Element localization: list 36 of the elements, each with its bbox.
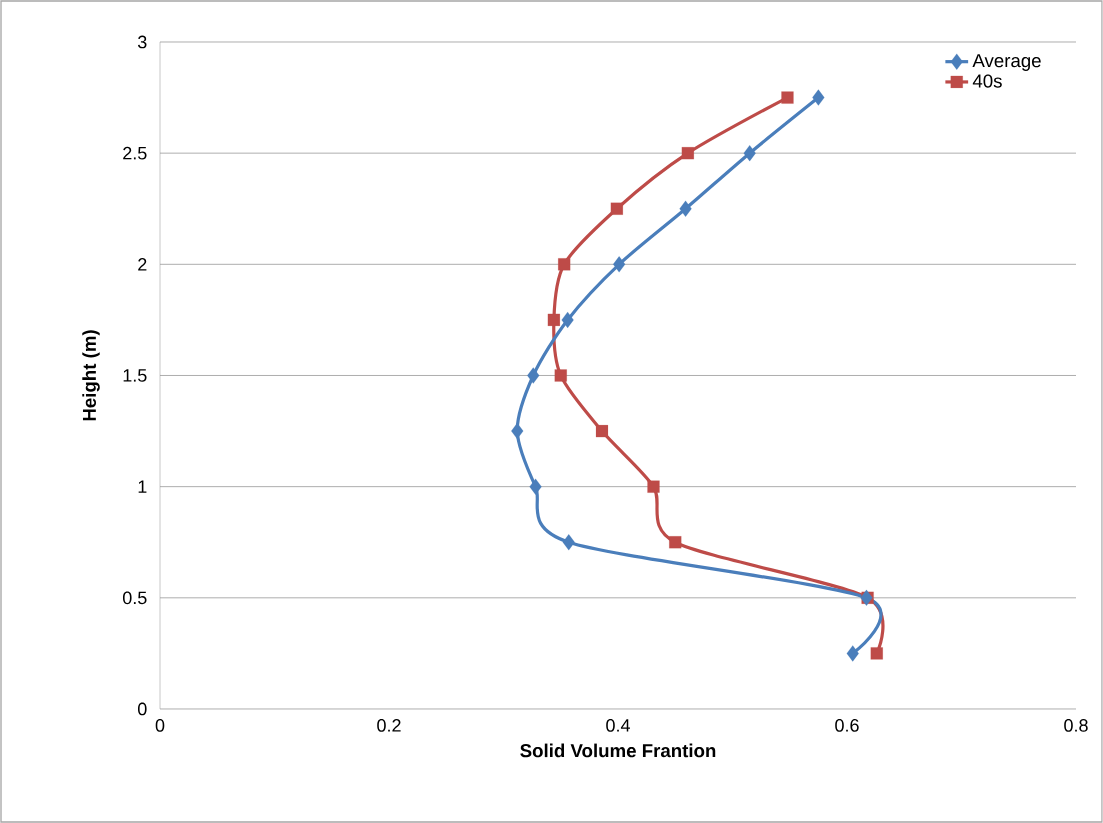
y-tick-label: 0.5: [122, 591, 147, 605]
point: [561, 311, 574, 328]
point: [743, 145, 756, 162]
y-tick-label: 1.5: [123, 369, 147, 382]
point: [562, 534, 575, 551]
point: [681, 147, 694, 160]
point: [870, 647, 883, 660]
point: [527, 367, 540, 384]
x-tick-label: 0.6: [835, 719, 859, 732]
x-tick-label: 0.2: [377, 719, 401, 732]
point: [613, 256, 626, 273]
y-tick-label: 2.5: [123, 146, 147, 160]
point: [846, 645, 859, 662]
point: [547, 313, 560, 326]
x-tick-label: 0.8: [1064, 719, 1088, 732]
point: [812, 89, 825, 106]
x-axis-title: Solid Volume Frantion: [520, 743, 716, 758]
point: [679, 200, 692, 217]
legend-label: Average: [972, 54, 1041, 71]
y-tick-label: 3: [137, 35, 147, 49]
y-tick-label: 2: [138, 258, 147, 271]
legend-label: 40s: [972, 74, 1002, 88]
point: [647, 480, 660, 493]
y-tick-label: 1: [138, 480, 147, 493]
point: [554, 369, 567, 382]
point: [669, 536, 682, 549]
point: [781, 91, 794, 104]
y-axis-title: Height (m): [82, 330, 100, 421]
x-tick-label: 0.4: [606, 719, 630, 732]
point: [558, 258, 571, 271]
point: [595, 424, 609, 438]
point: [511, 422, 524, 440]
y-tick-label: 0: [138, 702, 147, 716]
x-tick-label: 0: [155, 719, 165, 732]
point: [610, 202, 623, 215]
point: [529, 478, 542, 495]
